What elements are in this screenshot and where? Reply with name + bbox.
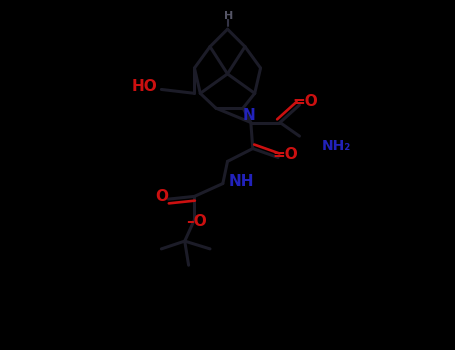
Text: H: H — [224, 10, 233, 21]
Text: =O: =O — [272, 147, 298, 162]
Text: =O: =O — [293, 94, 318, 110]
Text: NH: NH — [229, 174, 254, 189]
Text: –O: –O — [186, 214, 207, 229]
Text: HO: HO — [132, 79, 157, 94]
Text: N: N — [243, 108, 255, 123]
Text: O: O — [155, 189, 168, 204]
Text: NH₂: NH₂ — [322, 139, 351, 153]
